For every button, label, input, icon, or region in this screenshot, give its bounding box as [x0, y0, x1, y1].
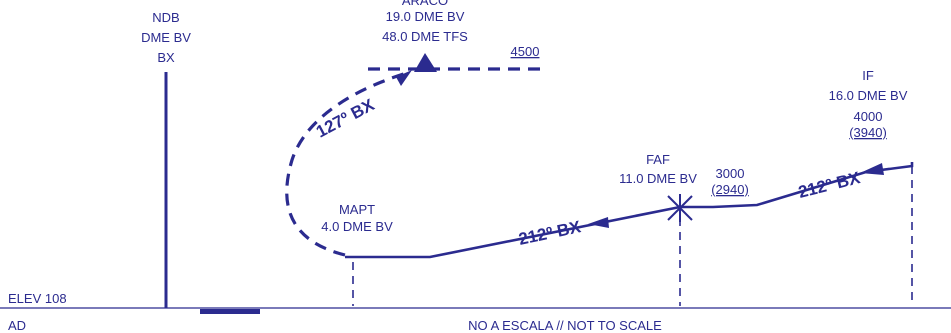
- if-name: IF: [862, 68, 874, 83]
- faf-distance: 11.0 DME BV: [619, 171, 697, 186]
- runway-bar: [200, 309, 260, 314]
- elevation-label: ELEV 108: [8, 291, 67, 306]
- if-altitude-msl: (3940): [849, 125, 887, 140]
- scale-note: NO A ESCALA // NOT TO SCALE: [468, 318, 662, 333]
- missed-approach-arrow: [396, 70, 412, 86]
- aerodrome-label: AD: [8, 318, 26, 333]
- intermediate-arrow: [860, 163, 884, 175]
- araco-dme-tfs: 48.0 DME TFS: [382, 29, 468, 44]
- araco-dme-bv: 19.0 DME BV: [386, 9, 465, 24]
- araco-altitude: 4500: [511, 44, 540, 59]
- mapt-name: MAPT: [339, 202, 375, 217]
- missed-approach-path: [285, 70, 411, 257]
- mapt-distance: 4.0 DME BV: [321, 219, 393, 234]
- faf-altitude-msl: (2940): [711, 182, 749, 197]
- faf-name: FAF: [646, 152, 670, 167]
- ndb-dme-label: DME BV: [141, 30, 191, 45]
- ndb-id-label: BX: [157, 50, 175, 65]
- final-course: 212º BX: [517, 217, 583, 249]
- ndb-label: NDB: [152, 10, 179, 25]
- if-altitude: 4000: [854, 109, 883, 124]
- araco-name: ARACO: [402, 0, 448, 8]
- approach-path: [345, 162, 914, 259]
- missed-approach-course: 127º BX: [313, 95, 378, 142]
- faf-fix-symbol: [667, 194, 693, 222]
- araco-fix-triangle: [414, 53, 437, 72]
- intermediate-course: 212º BX: [796, 168, 862, 202]
- faf-altitude: 3000: [716, 166, 745, 181]
- final-arrow: [588, 217, 609, 228]
- if-distance: 16.0 DME BV: [829, 88, 908, 103]
